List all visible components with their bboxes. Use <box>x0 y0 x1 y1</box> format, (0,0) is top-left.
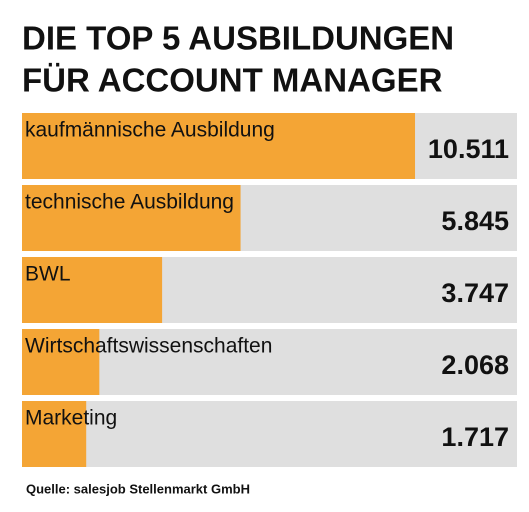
category-label: kaufmännische Ausbildung <box>25 119 275 142</box>
bar <box>22 257 163 323</box>
source-note: Quelle: salesjob Stellenmarkt GmbH <box>26 481 250 496</box>
value-label: 3.747 <box>441 278 509 308</box>
category-label: Wirtschaftswissenschaften <box>25 335 272 358</box>
chart-title: DIE TOP 5 AUSBILDUNGEN <box>22 20 454 57</box>
bar <box>22 329 100 395</box>
bar <box>22 401 87 467</box>
value-label: 5.845 <box>441 206 509 236</box>
value-label: 10.511 <box>428 134 509 164</box>
bar-track <box>22 401 517 467</box>
bar-track <box>22 329 517 395</box>
category-label: technische Ausbildung <box>25 191 234 214</box>
bar <box>22 113 416 179</box>
category-label: Marketing <box>25 407 117 430</box>
category-label: BWL <box>25 263 71 286</box>
value-label: 1.717 <box>441 422 509 452</box>
bar <box>22 185 241 251</box>
chart-title: FÜR ACCOUNT MANAGER <box>22 62 443 99</box>
value-label: 2.068 <box>441 350 509 380</box>
